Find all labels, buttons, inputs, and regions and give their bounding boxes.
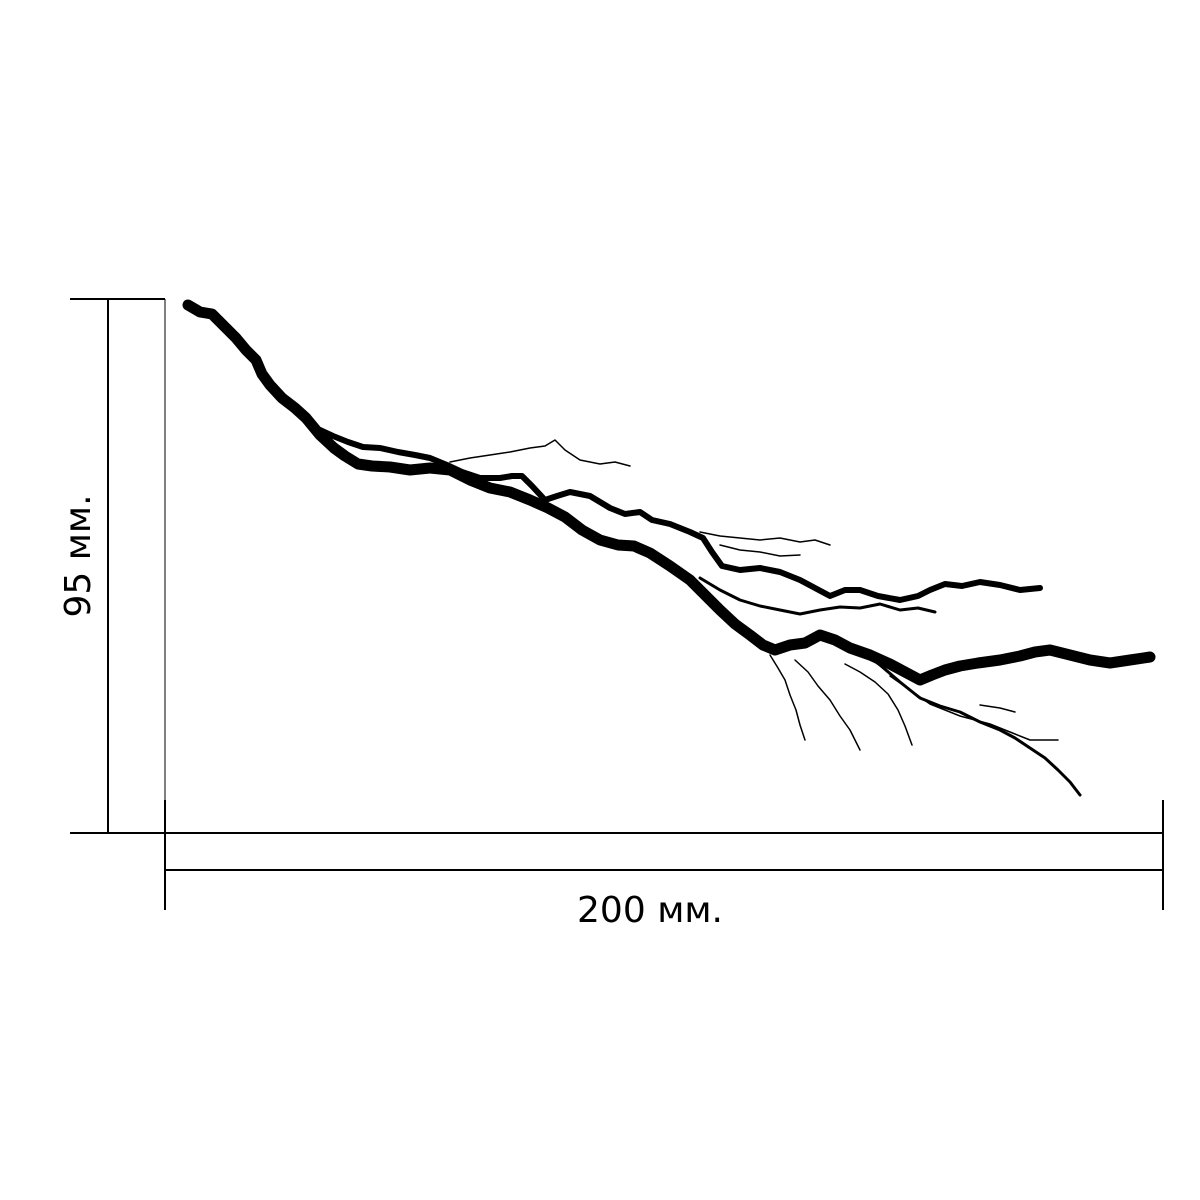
width-dimension: 200 мм.: [164, 800, 1164, 931]
lightning-bolt: [182, 299, 1156, 797]
width-label: 200 мм.: [577, 890, 723, 931]
height-dimension: 95 мм.: [58, 298, 166, 834]
height-label: 95 мм.: [58, 494, 99, 617]
